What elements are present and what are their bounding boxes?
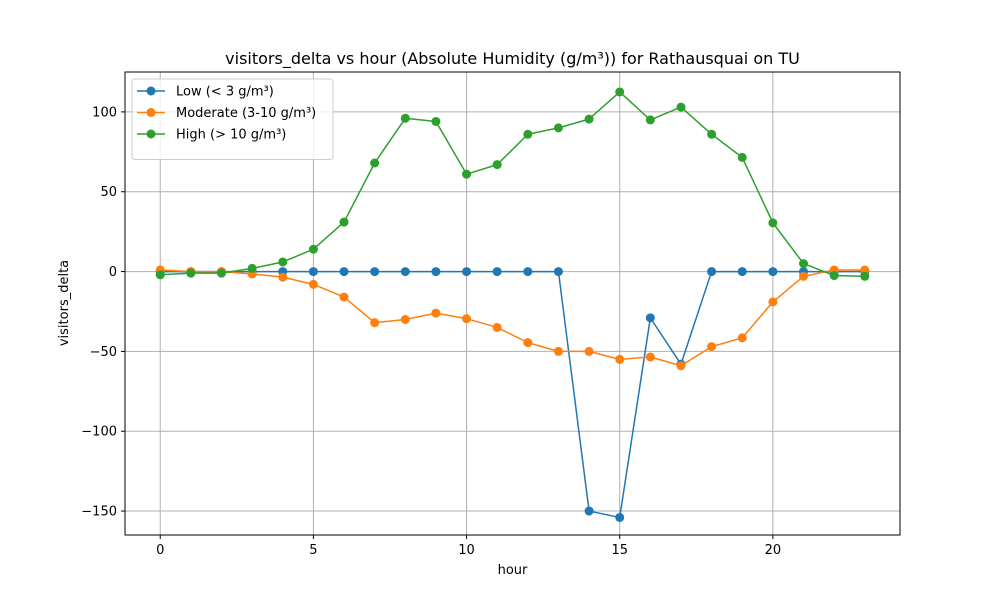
y-tick-label: 100	[92, 105, 117, 120]
axis-ticks: 0 5 10 15 20 −150 −100 −50 0 50 100	[81, 105, 781, 558]
legend-marker	[146, 86, 156, 96]
data-point	[339, 217, 349, 227]
data-point	[584, 114, 594, 124]
data-point	[676, 361, 686, 371]
data-point	[553, 267, 563, 277]
y-tick-label: −150	[81, 505, 117, 520]
data-point	[308, 244, 318, 254]
data-point	[737, 333, 747, 343]
data-point	[523, 338, 533, 348]
data-point	[676, 102, 686, 112]
data-point	[462, 314, 472, 324]
data-point	[216, 268, 226, 278]
data-point	[768, 267, 778, 277]
data-point	[431, 116, 441, 126]
data-point	[799, 271, 809, 281]
data-point	[431, 267, 441, 277]
data-point	[462, 267, 472, 277]
data-point	[431, 308, 441, 318]
data-point	[492, 322, 502, 332]
data-point	[829, 271, 839, 281]
data-point	[278, 257, 288, 267]
chart-title: visitors_delta vs hour (Absolute Humidit…	[225, 49, 800, 69]
legend-item: Moderate (3-10 g/m³)	[137, 106, 316, 121]
data-point	[400, 314, 410, 324]
y-axis-title: visitors_delta	[57, 260, 72, 346]
data-point	[155, 270, 165, 280]
legend-label: Low (< 3 g/m³)	[176, 85, 274, 100]
plot-area-border	[124, 71, 901, 536]
x-tick-label: 5	[309, 543, 317, 558]
legend: Low (< 3 g/m³) Moderate (3-10 g/m³) High (…	[131, 78, 334, 160]
data-point	[400, 267, 410, 277]
series-layer	[155, 87, 870, 522]
data-point	[523, 267, 533, 277]
y-tick-label: 50	[100, 185, 117, 200]
data-point	[462, 169, 472, 179]
data-point	[615, 354, 625, 364]
legend-box	[131, 78, 334, 160]
data-point	[584, 346, 594, 356]
data-point	[768, 297, 778, 307]
data-point	[339, 267, 349, 277]
data-point	[615, 512, 625, 522]
series-line	[160, 91, 865, 278]
legend-label: Moderate (3-10 g/m³)	[176, 106, 316, 121]
data-point	[523, 129, 533, 139]
data-point	[278, 272, 288, 282]
legend-item: High (> 10 g/m³)	[137, 128, 286, 143]
data-point	[339, 292, 349, 302]
x-tick-label: 20	[765, 543, 782, 558]
data-point	[615, 87, 625, 97]
data-point	[584, 506, 594, 516]
series-line	[160, 269, 865, 367]
data-point	[370, 318, 380, 328]
series-3	[155, 87, 870, 281]
legend-marker	[146, 129, 156, 139]
data-point	[645, 352, 655, 362]
x-tick-label: 10	[458, 543, 475, 558]
data-point	[860, 271, 870, 281]
data-point	[492, 160, 502, 170]
data-point	[799, 259, 809, 269]
data-point	[370, 267, 380, 277]
legend-item: Low (< 3 g/m³)	[137, 85, 274, 100]
data-point	[308, 267, 318, 277]
data-point	[400, 113, 410, 123]
data-point	[553, 123, 563, 133]
data-point	[645, 115, 655, 125]
data-point	[737, 152, 747, 162]
data-point	[768, 218, 778, 228]
x-tick-label: 15	[611, 543, 628, 558]
data-point	[370, 158, 380, 168]
legend-marker	[146, 108, 156, 117]
series-line	[160, 270, 865, 519]
data-point	[492, 267, 502, 277]
data-point	[308, 279, 318, 289]
x-tick-label: 0	[156, 543, 164, 558]
legend-label: High (> 10 g/m³)	[176, 128, 286, 143]
data-point	[737, 267, 747, 277]
y-tick-label: 0	[109, 265, 117, 280]
data-point	[707, 342, 717, 352]
y-tick-label: −100	[81, 425, 117, 440]
data-point	[247, 263, 257, 273]
data-point	[707, 129, 717, 139]
data-point	[707, 267, 717, 277]
data-point	[645, 313, 655, 323]
data-point	[553, 346, 563, 356]
data-point	[186, 268, 196, 278]
x-axis-title: hour	[498, 563, 528, 578]
data-point	[860, 265, 870, 275]
y-tick-label: −50	[90, 345, 117, 360]
